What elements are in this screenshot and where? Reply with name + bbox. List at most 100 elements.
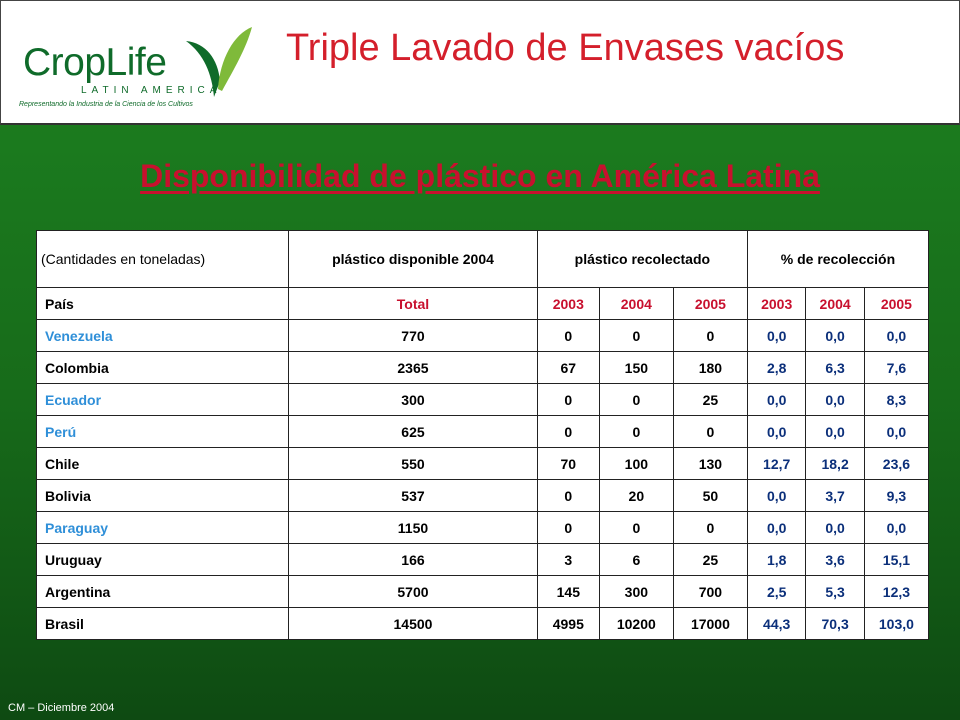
collected-cell: 145	[536, 575, 600, 608]
total-cell: 550	[288, 447, 538, 480]
collected-cell: 150	[598, 351, 674, 384]
collected-cell: 0	[536, 479, 600, 512]
percent-cell: 23,6	[863, 447, 930, 480]
collected-cell: 4995	[536, 607, 600, 640]
percent-cell: 18,2	[805, 447, 865, 480]
total-cell: 1150	[288, 511, 538, 544]
collected-cell: 300	[598, 575, 674, 608]
collected-cell: 180	[672, 351, 748, 384]
collected-cell: 17000	[672, 607, 748, 640]
percent-cell: 0,0	[863, 319, 930, 352]
country-cell: Chile	[35, 447, 290, 480]
percent-cell: 0,0	[746, 511, 807, 544]
percent-cell: 0,0	[805, 511, 865, 544]
percent-cell: 15,1	[863, 543, 930, 576]
country-cell: Venezuela	[35, 319, 290, 352]
table-row: Perú 625 0 0 0 0,0 0,0 0,0	[35, 415, 930, 448]
logo-wordmark: CropLife	[23, 41, 167, 84]
country-cell: Uruguay	[35, 543, 290, 576]
country-cell: Argentina	[35, 575, 290, 608]
collected-cell: 70	[536, 447, 600, 480]
total-cell: 625	[288, 415, 538, 448]
header-year: 2003	[746, 287, 807, 320]
country-cell: Paraguay	[35, 511, 290, 544]
header-country: País	[35, 287, 290, 320]
collected-cell: 3	[536, 543, 600, 576]
percent-cell: 0,0	[805, 319, 865, 352]
collected-cell: 25	[672, 543, 748, 576]
country-cell: Colombia	[35, 351, 290, 384]
collected-cell: 0	[536, 319, 600, 352]
table-row: Argentina 5700 145 300 700 2,5 5,3 12,3	[35, 575, 930, 608]
percent-cell: 3,7	[805, 479, 865, 512]
total-cell: 770	[288, 319, 538, 352]
logo-subtitle: LATIN AMERICA	[81, 85, 222, 96]
percent-cell: 12,7	[746, 447, 807, 480]
collected-cell: 0	[536, 415, 600, 448]
total-cell: 166	[288, 543, 538, 576]
collected-cell: 0	[536, 511, 600, 544]
croplife-logo: CropLife LATIN AMERICA Representando la …	[19, 19, 252, 119]
collected-cell: 20	[598, 479, 674, 512]
header-collected: plástico recolectado	[536, 230, 748, 288]
collected-cell: 700	[672, 575, 748, 608]
collected-cell: 6	[598, 543, 674, 576]
collected-cell: 0	[598, 511, 674, 544]
total-cell: 300	[288, 383, 538, 416]
header-year: 2004	[805, 287, 865, 320]
percent-cell: 12,3	[863, 575, 930, 608]
collected-cell: 67	[536, 351, 600, 384]
percent-cell: 70,3	[805, 607, 865, 640]
table-row: Colombia 2365 67 150 180 2,8 6,3 7,6	[35, 351, 930, 384]
header-percent: % de recolección	[746, 230, 930, 288]
unit-note: (Cantidades en toneladas)	[35, 230, 290, 288]
percent-cell: 9,3	[863, 479, 930, 512]
table-subheader-row: País Total 2003 2004 2005 2003 2004 2005	[35, 287, 930, 320]
percent-cell: 0,0	[805, 415, 865, 448]
header-year: 2005	[672, 287, 748, 320]
percent-cell: 2,8	[746, 351, 807, 384]
percent-cell: 1,8	[746, 543, 807, 576]
section-title: Disponibilidad de plástico en América La…	[140, 158, 820, 194]
country-cell: Bolivia	[35, 479, 290, 512]
footer-note: CM – Diciembre 2004	[8, 702, 115, 714]
collected-cell: 130	[672, 447, 748, 480]
collected-cell: 25	[672, 383, 748, 416]
total-cell: 2365	[288, 351, 538, 384]
country-cell: Ecuador	[35, 383, 290, 416]
table-row: Chile 550 70 100 130 12,7 18,2 23,6	[35, 447, 930, 480]
total-cell: 14500	[288, 607, 538, 640]
header-year: 2004	[598, 287, 674, 320]
percent-cell: 0,0	[746, 383, 807, 416]
percent-cell: 0,0	[863, 511, 930, 544]
leaf-icon	[186, 27, 252, 97]
table-header-row: (Cantidades en toneladas) plástico dispo…	[35, 230, 930, 288]
percent-cell: 8,3	[863, 383, 930, 416]
percent-cell: 2,5	[746, 575, 807, 608]
total-cell: 5700	[288, 575, 538, 608]
collected-cell: 0	[672, 415, 748, 448]
header-bar: CropLife LATIN AMERICA Representando la …	[0, 0, 960, 125]
percent-cell: 3,6	[805, 543, 865, 576]
plastic-table: (Cantidades en toneladas) plástico dispo…	[35, 230, 930, 640]
collected-cell: 10200	[598, 607, 674, 640]
header-total: Total	[288, 287, 538, 320]
percent-cell: 0,0	[746, 415, 807, 448]
collected-cell: 50	[672, 479, 748, 512]
percent-cell: 103,0	[863, 607, 930, 640]
percent-cell: 0,0	[805, 383, 865, 416]
table-row: Bolivia 537 0 20 50 0,0 3,7 9,3	[35, 479, 930, 512]
percent-cell: 0,0	[863, 415, 930, 448]
collected-cell: 0	[536, 383, 600, 416]
header-year: 2003	[536, 287, 600, 320]
table-row: Ecuador 300 0 0 25 0,0 0,0 8,3	[35, 383, 930, 416]
header-year: 2005	[863, 287, 930, 320]
table-row: Venezuela 770 0 0 0 0,0 0,0 0,0	[35, 319, 930, 352]
collected-cell: 0	[598, 415, 674, 448]
percent-cell: 5,3	[805, 575, 865, 608]
percent-cell: 44,3	[746, 607, 807, 640]
percent-cell: 0,0	[746, 319, 807, 352]
header-available: plástico disponible 2004	[288, 230, 538, 288]
percent-cell: 7,6	[863, 351, 930, 384]
table-body: Venezuela 770 0 0 0 0,0 0,0 0,0 Colombia 2365 67 15…	[35, 319, 930, 640]
